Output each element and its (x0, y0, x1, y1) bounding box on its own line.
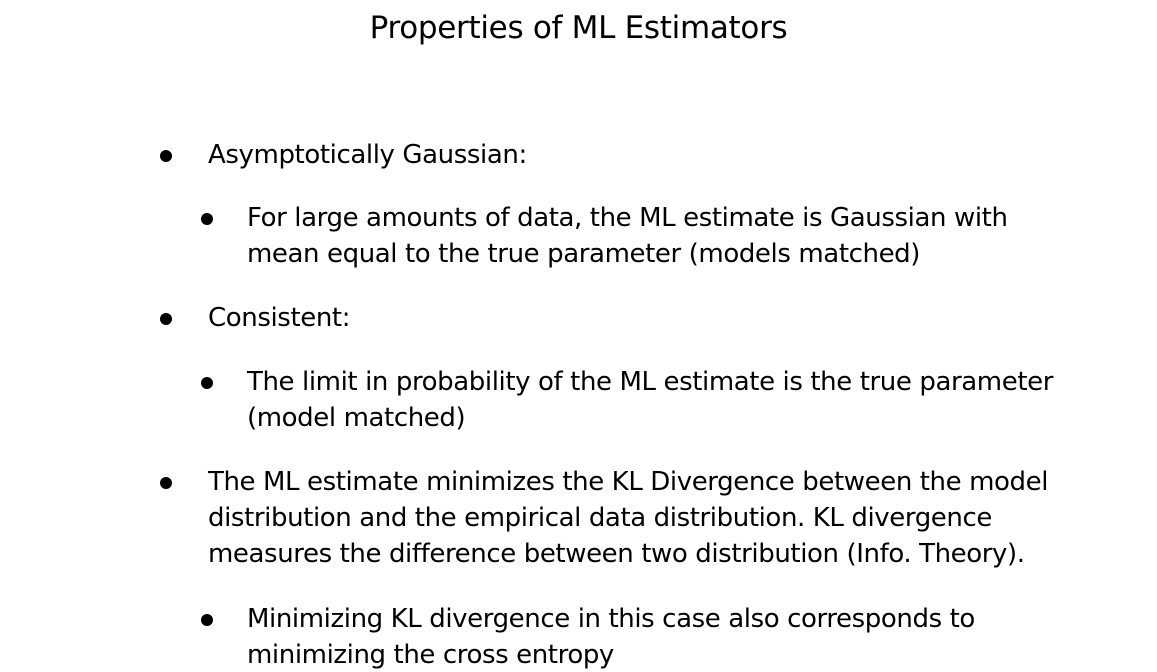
bullet-text-line: The limit in probability of the ML estim… (247, 367, 1054, 397)
bullet-text: Asymptotically Gaussian: (208, 140, 527, 170)
bullet-text-line: Minimizing KL divergence in this case al… (247, 604, 975, 634)
bullet-text-line: For large amounts of data, the ML estima… (247, 203, 1008, 233)
bullet-dot-icon (201, 614, 213, 626)
bullet-asymptotically-gaussian: Asymptotically Gaussian: (160, 137, 1128, 173)
bullet-dot-icon (160, 150, 172, 162)
bullet-text: Consistent: (208, 303, 351, 333)
bullet-consistent: Consistent: (160, 300, 1128, 336)
sub-bullet-limit-probability: The limit in probability of the ML estim… (201, 364, 1127, 436)
bullet-dot-icon (201, 213, 213, 225)
sub-bullet-large-data: For large amounts of data, the ML estima… (201, 200, 1127, 272)
bullet-dot-icon (160, 313, 172, 325)
bullet-text-line: (model matched) (247, 403, 466, 433)
bullet-dot-icon (160, 477, 172, 489)
sub-bullet-cross-entropy: Minimizing KL divergence in this case al… (201, 601, 1127, 672)
bullet-kl-divergence: The ML estimate minimizes the KL Diverge… (160, 464, 1128, 572)
bullet-text-line: minimizing the cross entropy (247, 640, 614, 670)
bullet-text-line: mean equal to the true parameter (models… (247, 239, 921, 269)
slide-title: Properties of ML Estimators (369, 10, 788, 46)
bullet-text-line: The ML estimate minimizes the KL Diverge… (208, 467, 1049, 497)
bullet-text-line: measures the difference between two dist… (208, 539, 1025, 569)
bullet-dot-icon (201, 377, 213, 389)
bullet-text-line: distribution and the empirical data dist… (208, 503, 992, 533)
